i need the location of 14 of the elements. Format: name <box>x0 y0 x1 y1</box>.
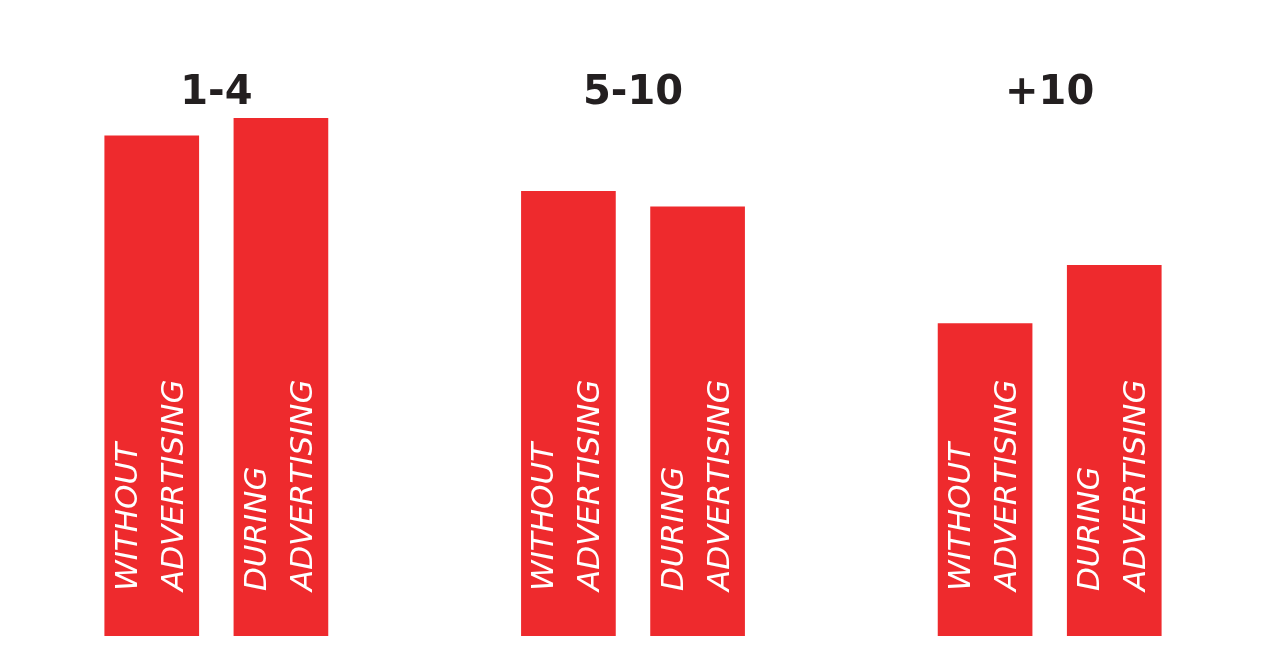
bar <box>1066 265 1162 636</box>
text: DURING ADVERTISING <box>653 379 736 591</box>
x-tick-label: 5-10 <box>582 67 684 114</box>
x-tick-label: 1-4 <box>180 67 253 114</box>
text: WITHOUT ADVERTISING <box>107 379 190 591</box>
series-label: WITHOUT ADVERTISING <box>524 379 607 593</box>
text: DURING ADVERTISING <box>1070 379 1153 591</box>
bar <box>650 206 745 636</box>
series-label: DURING ADVERTISING <box>236 379 319 593</box>
bar <box>104 135 200 636</box>
x-tick-label: +10 <box>1005 67 1095 114</box>
bar <box>233 118 329 636</box>
text: WITHOUT ADVERTISING <box>941 379 1024 591</box>
bar <box>521 191 616 636</box>
